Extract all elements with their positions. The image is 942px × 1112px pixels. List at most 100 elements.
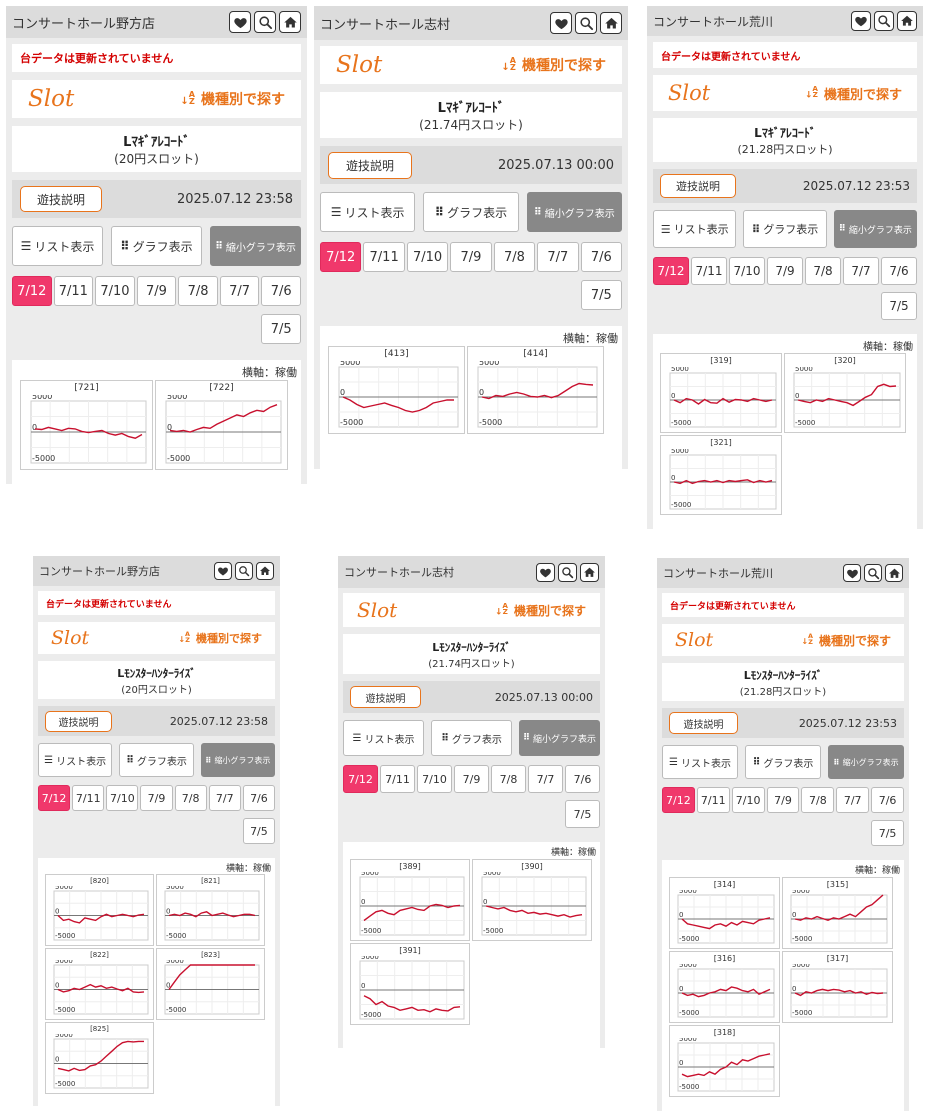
date-button-7-12[interactable]: 7/12 — [12, 276, 52, 306]
date-button-7-9[interactable]: 7/9 — [140, 785, 173, 811]
list-view-button[interactable]: ☰ リスト表示 — [320, 192, 416, 232]
list-view-button[interactable]: ☰ リスト表示 — [653, 210, 737, 248]
search-by-machine-link[interactable]: ↓A Z 機種別で探す — [178, 630, 262, 646]
favorite-button[interactable] — [536, 562, 555, 582]
date-button-7-11[interactable]: 7/11 — [691, 257, 727, 285]
mini-graph-view-button[interactable]: ⠿ 縮小グラフ表示 — [833, 210, 917, 248]
mini-graph[interactable]: [391] 5000 0 -5000 — [350, 943, 470, 1025]
slot-banner[interactable]: Slot ↓A Z 機種別で探す — [12, 80, 301, 118]
date-button-7-9[interactable]: 7/9 — [766, 787, 800, 813]
date-button-7-5[interactable]: 7/5 — [881, 292, 917, 320]
date-button-7-6[interactable]: 7/6 — [261, 276, 301, 306]
list-view-button[interactable]: ☰ リスト表示 — [662, 745, 738, 779]
search-by-machine-link[interactable]: ↓A Z 機種別で探す — [495, 602, 586, 619]
date-button-7-12[interactable]: 7/12 — [343, 765, 378, 793]
favorite-button[interactable] — [851, 11, 871, 31]
home-button[interactable] — [897, 11, 917, 31]
date-button-7-10[interactable]: 7/10 — [731, 787, 765, 813]
mini-graph[interactable]: [320] 5000 0 -5000 — [784, 353, 906, 433]
date-button-7-8[interactable]: 7/8 — [178, 276, 218, 306]
explain-button[interactable]: 遊技説明 — [669, 712, 738, 734]
mini-graph[interactable]: [315] 5000 0 -5000 — [782, 877, 893, 949]
search-button[interactable] — [575, 12, 597, 34]
mini-graph[interactable]: [414] 5000 0 -5000 — [467, 346, 604, 434]
mini-graph[interactable]: [722] 5000 0 -5000 — [155, 380, 288, 470]
list-view-button[interactable]: ☰ リスト表示 — [38, 743, 113, 777]
slot-banner[interactable]: Slot ↓A Z 機種別で探す — [343, 593, 600, 627]
mini-graph-view-button[interactable]: ⠿ 縮小グラフ表示 — [210, 226, 301, 266]
date-button-7-12[interactable]: 7/12 — [662, 787, 695, 813]
date-button-7-8[interactable]: 7/8 — [805, 257, 841, 285]
explain-button[interactable]: 遊技説明 — [20, 186, 102, 212]
date-button-7-8[interactable]: 7/8 — [801, 787, 835, 813]
date-button-7-6[interactable]: 7/6 — [871, 787, 904, 813]
explain-button[interactable]: 遊技説明 — [350, 686, 421, 708]
date-button-7-6[interactable]: 7/6 — [881, 257, 917, 285]
date-button-7-8[interactable]: 7/8 — [491, 765, 526, 793]
date-button-7-12[interactable]: 7/12 — [38, 785, 71, 811]
date-button-7-5[interactable]: 7/5 — [242, 818, 275, 844]
graph-view-button[interactable]: ⠿ グラフ表示 — [745, 745, 821, 779]
slot-banner[interactable]: Slot ↓A Z 機種別で探す — [320, 46, 622, 84]
date-button-7-6[interactable]: 7/6 — [580, 242, 622, 272]
list-view-button[interactable]: ☰ リスト表示 — [343, 720, 424, 756]
home-button[interactable] — [580, 562, 599, 582]
search-by-machine-link[interactable]: ↓A Z 機種別で探す — [801, 632, 891, 649]
mini-graph[interactable]: [820] 5000 0 -5000 — [45, 874, 154, 946]
favorite-button[interactable] — [214, 562, 232, 580]
date-button-7-11[interactable]: 7/11 — [380, 765, 415, 793]
date-button-7-6[interactable]: 7/6 — [242, 785, 275, 811]
graph-view-button[interactable]: ⠿ グラフ表示 — [423, 192, 519, 232]
search-button[interactable] — [235, 562, 253, 580]
favorite-button[interactable] — [843, 564, 861, 582]
date-button-7-10[interactable]: 7/10 — [406, 242, 449, 272]
list-view-button[interactable]: ☰ リスト表示 — [12, 226, 103, 266]
mini-graph[interactable]: [317] 5000 0 -5000 — [782, 951, 893, 1023]
slot-banner[interactable]: Slot ↓A Z 機種別で探す — [662, 624, 904, 656]
slot-banner[interactable]: Slot ↓A Z 機種別で探す — [38, 622, 275, 654]
date-button-7-9[interactable]: 7/9 — [454, 765, 489, 793]
date-button-7-7[interactable]: 7/7 — [219, 276, 260, 306]
mini-graph[interactable]: [390] 5000 0 -5000 — [472, 859, 592, 941]
date-button-7-5[interactable]: 7/5 — [565, 800, 600, 828]
slot-banner[interactable]: Slot ↓A Z 機種別で探す — [653, 75, 917, 111]
mini-graph-view-button[interactable]: ⠿ 縮小グラフ表示 — [828, 745, 904, 779]
date-button-7-5[interactable]: 7/5 — [871, 820, 904, 846]
favorite-button[interactable] — [229, 11, 251, 33]
mini-graph[interactable]: [721] 5000 0 -5000 — [20, 380, 153, 470]
search-button[interactable] — [864, 564, 882, 582]
favorite-button[interactable] — [550, 12, 572, 34]
mini-graph[interactable]: [319] 5000 0 -5000 — [660, 353, 782, 433]
graph-view-button[interactable]: ⠿ グラフ表示 — [743, 210, 827, 248]
mini-graph[interactable]: [389] 5000 0 -5000 — [350, 859, 470, 941]
date-button-7-9[interactable]: 7/9 — [450, 242, 492, 272]
home-button[interactable] — [885, 564, 903, 582]
mini-graph-view-button[interactable]: ⠿ 縮小グラフ表示 — [526, 192, 622, 232]
mini-graph[interactable]: [316] 5000 0 -5000 — [669, 951, 780, 1023]
search-button[interactable] — [558, 562, 577, 582]
home-button[interactable] — [600, 12, 622, 34]
date-button-7-9[interactable]: 7/9 — [767, 257, 803, 285]
date-button-7-7[interactable]: 7/7 — [537, 242, 579, 272]
mini-graph[interactable]: [321] 5000 0 -5000 — [660, 435, 782, 515]
mini-graph[interactable]: [314] 5000 0 -5000 — [669, 877, 780, 949]
mini-graph[interactable]: [825] 5000 0 -5000 — [45, 1022, 154, 1094]
explain-button[interactable]: 遊技説明 — [660, 174, 736, 198]
date-button-7-8[interactable]: 7/8 — [493, 242, 536, 272]
search-button[interactable] — [254, 11, 276, 33]
home-button[interactable] — [256, 562, 274, 580]
search-by-machine-link[interactable]: ↓A Z 機種別で探す — [180, 89, 285, 109]
date-button-7-6[interactable]: 7/6 — [565, 765, 600, 793]
explain-button[interactable]: 遊技説明 — [45, 710, 112, 732]
date-button-7-9[interactable]: 7/9 — [136, 276, 177, 306]
date-button-7-10[interactable]: 7/10 — [417, 765, 452, 793]
date-button-7-11[interactable]: 7/11 — [72, 785, 105, 811]
date-button-7-10[interactable]: 7/10 — [95, 276, 135, 306]
search-by-machine-link[interactable]: ↓A Z 機種別で探す — [501, 55, 606, 75]
date-button-7-11[interactable]: 7/11 — [363, 242, 405, 272]
date-button-7-10[interactable]: 7/10 — [729, 257, 765, 285]
home-button[interactable] — [279, 11, 301, 33]
date-button-7-10[interactable]: 7/10 — [106, 785, 139, 811]
search-button[interactable] — [874, 11, 894, 31]
date-button-7-11[interactable]: 7/11 — [696, 787, 730, 813]
